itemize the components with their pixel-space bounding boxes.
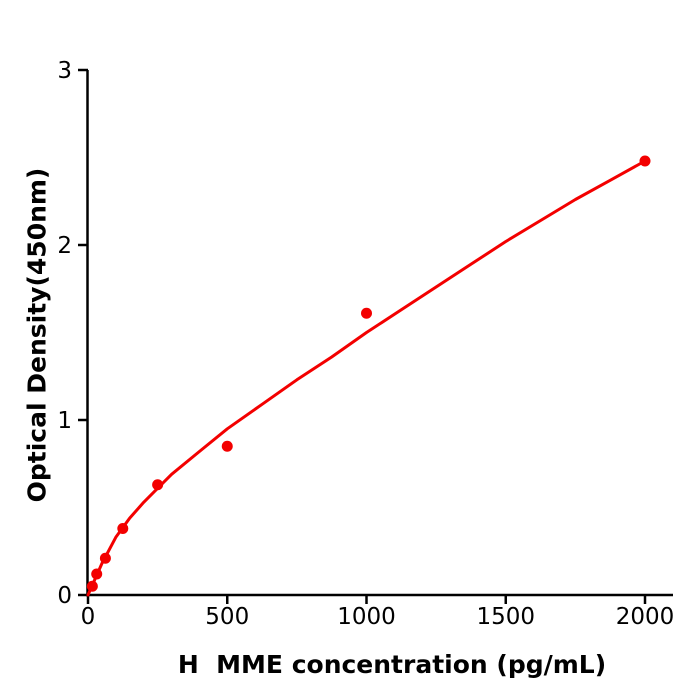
x-tick-label: 500 xyxy=(205,604,249,630)
x-tick-label: 0 xyxy=(81,604,96,630)
x-tick-label: 1500 xyxy=(476,604,535,630)
x-tick-label: 2000 xyxy=(616,604,675,630)
data-point xyxy=(221,440,233,452)
y-axis-label: Optical Density(450nm) xyxy=(22,167,52,503)
y-tick-label: 1 xyxy=(57,408,72,434)
y-tick-label: 0 xyxy=(57,583,72,609)
y-tick-label: 2 xyxy=(57,233,72,259)
x-axis-label: H MME concentration (pg/mL) xyxy=(177,650,607,679)
y-tick-label: 3 xyxy=(57,58,72,84)
x-tick-label: 1000 xyxy=(337,604,396,630)
fit-curve-line xyxy=(86,159,647,597)
data-point xyxy=(361,307,372,319)
